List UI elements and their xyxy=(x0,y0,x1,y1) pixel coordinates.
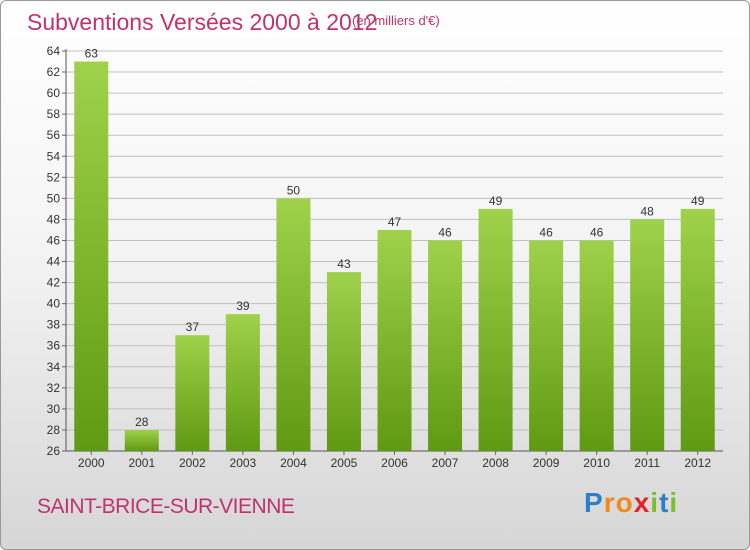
y-tick-label: 62 xyxy=(47,65,61,79)
x-tick-label-2002: 2002 xyxy=(179,456,206,470)
bar-2005 xyxy=(326,272,361,451)
data-label-2010: 46 xyxy=(590,225,604,239)
y-tick-label: 40 xyxy=(47,297,61,311)
data-label-2008: 49 xyxy=(489,194,503,208)
y-tick-label: 38 xyxy=(47,318,61,332)
data-label-2009: 46 xyxy=(539,225,553,239)
y-tick-label: 56 xyxy=(47,128,61,142)
x-tick-label-2005: 2005 xyxy=(331,456,358,470)
bar-2002 xyxy=(175,335,210,451)
data-label-2004: 50 xyxy=(287,183,301,197)
logo-letter: t xyxy=(659,487,670,518)
bar-2010 xyxy=(579,240,614,451)
y-tick-label: 48 xyxy=(47,212,61,226)
y-tick-label: 50 xyxy=(47,191,61,205)
y-tick-label: 30 xyxy=(47,402,61,416)
x-tick-label-2004: 2004 xyxy=(280,456,307,470)
y-tick-label: 36 xyxy=(47,339,61,353)
logo-letter: P xyxy=(584,487,604,518)
logo-letter: x xyxy=(633,487,651,518)
x-tick-label-2003: 2003 xyxy=(230,456,257,470)
y-tick-label: 64 xyxy=(47,44,61,58)
bar-2006 xyxy=(377,229,412,451)
bar-2004 xyxy=(276,198,311,451)
bar-2007 xyxy=(428,240,463,451)
x-tick-label-2012: 2012 xyxy=(684,456,711,470)
bar-2000 xyxy=(74,61,109,452)
y-tick-label: 26 xyxy=(47,444,61,458)
y-tick-label: 46 xyxy=(47,233,61,247)
x-tick-label-2006: 2006 xyxy=(381,456,408,470)
data-label-2012: 49 xyxy=(691,194,705,208)
y-tick-label: 58 xyxy=(47,107,61,121)
x-tick-label-2011: 2011 xyxy=(634,456,660,470)
bar-2003 xyxy=(225,314,260,451)
data-label-2006: 47 xyxy=(388,215,402,229)
data-label-2000: 63 xyxy=(85,47,99,61)
data-label-2001: 28 xyxy=(135,415,149,429)
x-tick-label-2007: 2007 xyxy=(432,456,459,470)
logo-letter: r xyxy=(603,487,616,518)
y-tick-label: 44 xyxy=(47,255,61,269)
data-label-2002: 37 xyxy=(186,320,200,334)
y-tick-label: 52 xyxy=(47,170,61,184)
x-tick-label-2001: 2001 xyxy=(128,456,155,470)
x-tick-label-2010: 2010 xyxy=(583,456,610,470)
x-tick-label-2008: 2008 xyxy=(482,456,509,470)
bar-2011 xyxy=(630,219,665,451)
chart-subtitle: (en milliers d'€) xyxy=(352,13,440,28)
y-tick-label: 60 xyxy=(47,86,61,100)
chart-title: Subventions Versées 2000 à 2012 xyxy=(27,9,378,35)
x-tick-label-2000: 2000 xyxy=(78,456,105,470)
y-tick-label: 54 xyxy=(47,149,61,163)
bars xyxy=(74,61,715,452)
logo-letter: i xyxy=(650,487,660,518)
data-label-2005: 43 xyxy=(337,257,351,271)
data-label-2003: 39 xyxy=(236,299,250,313)
logo-letter: o xyxy=(615,487,634,518)
data-label-2007: 46 xyxy=(438,225,452,239)
x-tick-label-2009: 2009 xyxy=(533,456,560,470)
proxiti-logo[interactable]: Proxiti xyxy=(584,487,678,519)
data-label-2011: 48 xyxy=(641,204,655,218)
logo-letter: i xyxy=(669,487,679,518)
y-tick-label: 28 xyxy=(47,423,61,437)
y-tick-label: 34 xyxy=(47,360,61,374)
bar-2001 xyxy=(124,429,159,451)
y-tick-label: 42 xyxy=(47,276,61,290)
bar-2008 xyxy=(478,208,513,451)
data-labels: 63 28 37 39 50 43 47 46 49 46 46 48 49 xyxy=(85,47,705,429)
commune-name: SAINT-BRICE-SUR-VIENNE xyxy=(37,495,295,518)
bar-2009 xyxy=(529,240,564,451)
y-tick-label: 32 xyxy=(47,381,61,395)
bar-2012 xyxy=(680,208,715,451)
